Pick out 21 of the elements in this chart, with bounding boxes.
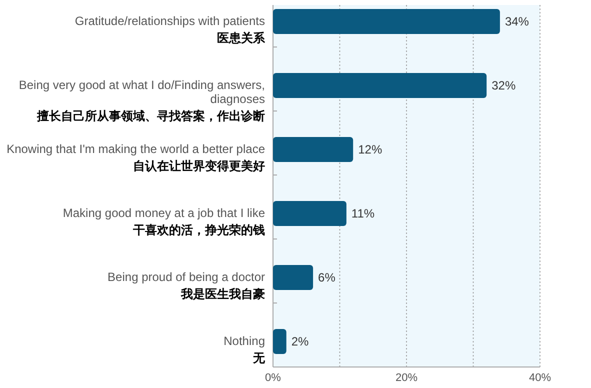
data-label: 34%	[504, 14, 530, 28]
bar	[273, 9, 500, 34]
bar	[273, 329, 286, 354]
data-label: 2%	[291, 334, 310, 348]
x-tick-label: 40%	[528, 372, 552, 384]
y-tick-label: Nothing 无	[222, 334, 265, 365]
data-label: 32%	[492, 78, 516, 92]
y-tick-label: Making good money at a job that I like 干喜欢的活，挣光荣的钱	[62, 206, 265, 237]
x-tick-label: 0%	[265, 372, 282, 384]
y-tick-label: Being proud of being a doctor 我是医生我自豪	[106, 270, 265, 301]
data-label: 6%	[318, 270, 336, 284]
bar	[273, 73, 487, 98]
y-tick-label: Gratitude/relationships with patients 医患关系	[74, 14, 265, 45]
bar	[273, 137, 354, 162]
y-tick-label: Knowing that I'm making the world a better place 自认在让世界变得更美好	[6, 142, 265, 173]
data-label: 11%	[351, 206, 375, 220]
x-tick-label: 20%	[395, 372, 418, 384]
bar	[273, 265, 314, 290]
bar	[273, 201, 346, 226]
data-label: 12%	[358, 142, 382, 156]
y-tick-label: Being very good at what I do/Finding answers, diagnoses 擅长自己所从事领域、寻找答案，作出诊断	[18, 78, 265, 123]
